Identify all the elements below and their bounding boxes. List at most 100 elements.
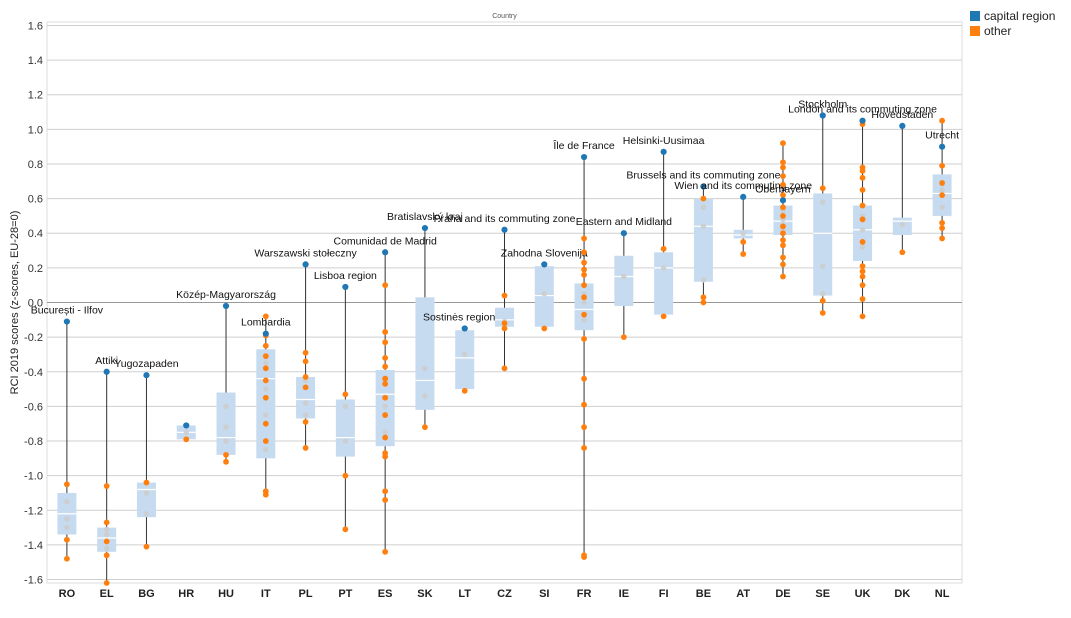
other-region-point	[262, 438, 269, 444]
other-region-point	[859, 296, 866, 302]
other-region-point	[780, 159, 786, 166]
capital-point	[222, 302, 230, 310]
other-region-point	[382, 450, 389, 457]
inner-point	[263, 360, 269, 366]
country-group-pl: Warszawski stołeczny PL	[254, 247, 357, 600]
inner-point	[581, 317, 587, 323]
other-region-point	[660, 245, 667, 252]
inner-point	[302, 412, 309, 418]
other-region-point	[859, 216, 866, 223]
inner-point	[899, 221, 906, 228]
country-group-be: Brussels and its commuting zone BE	[626, 169, 780, 600]
other-region-point	[859, 174, 866, 181]
other-region-point	[382, 496, 389, 503]
inner-point	[382, 403, 388, 410]
x-category-label: FI	[659, 588, 669, 600]
iqr-box	[136, 482, 156, 518]
inner-point	[103, 526, 110, 533]
capital-point	[143, 372, 150, 379]
capital-point	[262, 330, 269, 337]
other-region-point	[382, 434, 389, 441]
inner-point	[64, 524, 70, 531]
y-tick-label: 1.0	[28, 124, 43, 136]
x-category-label: EL	[100, 588, 114, 600]
other-region-point	[740, 238, 747, 245]
other-region-point	[382, 488, 389, 495]
capital-point	[382, 249, 389, 256]
other-region-point	[780, 223, 786, 230]
legend-item-capital[interactable]: capital region	[970, 8, 1055, 23]
y-tick-label: -1.6	[24, 575, 43, 587]
inner-point	[541, 291, 547, 297]
capital-label: Hovedstaden	[871, 109, 933, 121]
capital-label: Zahodna Slovenija	[501, 247, 588, 259]
country-group-cz: Praha and its commuting zone CZ	[434, 213, 576, 600]
other-region-point	[581, 271, 587, 278]
other-region-point	[342, 526, 349, 533]
other-region-point	[859, 164, 866, 171]
other-region-point	[382, 375, 389, 382]
inner-point	[302, 400, 309, 406]
country-group-sk: Bratislavský kraj SK	[387, 211, 463, 600]
inner-point	[740, 230, 746, 236]
other-region-point	[382, 329, 389, 335]
x-category-label: IE	[619, 588, 629, 600]
legend-item-other[interactable]: other	[970, 23, 1055, 38]
capital-label: Yugozapaden	[114, 358, 178, 370]
legend-label-other: other	[984, 23, 1012, 38]
other-region-point	[780, 192, 786, 199]
other-region-point	[262, 394, 269, 401]
country-group-de: Oberbayern DE	[755, 140, 811, 600]
country-group-uk: London and its commuting zone UK	[788, 104, 937, 600]
iqr-box	[455, 330, 475, 390]
other-region-point	[819, 309, 826, 316]
other-region-point	[461, 387, 468, 394]
other-region-point	[740, 251, 747, 257]
capital-point	[103, 368, 110, 375]
legend-swatch-other	[970, 25, 980, 36]
capital-point	[501, 226, 508, 233]
inner-point	[939, 204, 945, 210]
other-region-point	[939, 117, 946, 124]
inner-point	[581, 299, 587, 306]
other-region-point	[501, 320, 508, 327]
capital-point	[899, 122, 906, 129]
other-region-point	[581, 401, 587, 408]
other-region-point	[342, 391, 349, 398]
capital-point	[620, 230, 627, 237]
iqr-box	[296, 376, 316, 419]
other-region-point	[859, 263, 866, 270]
iqr-box	[335, 399, 355, 457]
other-region-point	[859, 187, 866, 193]
other-region-point	[382, 380, 389, 387]
x-category-label: RO	[59, 588, 76, 600]
iqr-box	[216, 392, 236, 455]
other-region-point	[382, 355, 389, 361]
other-region-point	[899, 249, 906, 256]
inner-point	[422, 393, 428, 399]
x-category-label: AT	[736, 588, 750, 600]
country-group-lt: Sostinės regionas LT	[423, 311, 506, 600]
other-region-point	[859, 313, 866, 320]
other-region-point	[780, 237, 786, 244]
country-group-hr: HR	[176, 422, 196, 600]
country-group-pt: Lisboa region PT	[314, 270, 377, 600]
other-region-point	[581, 375, 587, 382]
country-group-si: Zahodna Slovenija SI	[501, 247, 588, 600]
other-region-point	[780, 181, 786, 188]
capital-label: Eastern and Midland	[576, 216, 672, 228]
x-category-label: ES	[378, 588, 393, 600]
y-tick-label: 0.8	[28, 159, 43, 171]
capital-point	[939, 143, 946, 150]
other-region-point	[143, 479, 150, 486]
other-region-point	[780, 273, 786, 280]
inner-point	[660, 265, 667, 271]
capital-label: Oberbayern	[755, 183, 811, 195]
country-group-ro: București - Ilfov RO	[31, 305, 104, 600]
other-region-point	[859, 238, 866, 245]
other-region-point	[262, 420, 269, 427]
inner-point	[263, 386, 269, 392]
x-category-label: LT	[458, 588, 471, 600]
legend-swatch-capital	[970, 10, 980, 21]
